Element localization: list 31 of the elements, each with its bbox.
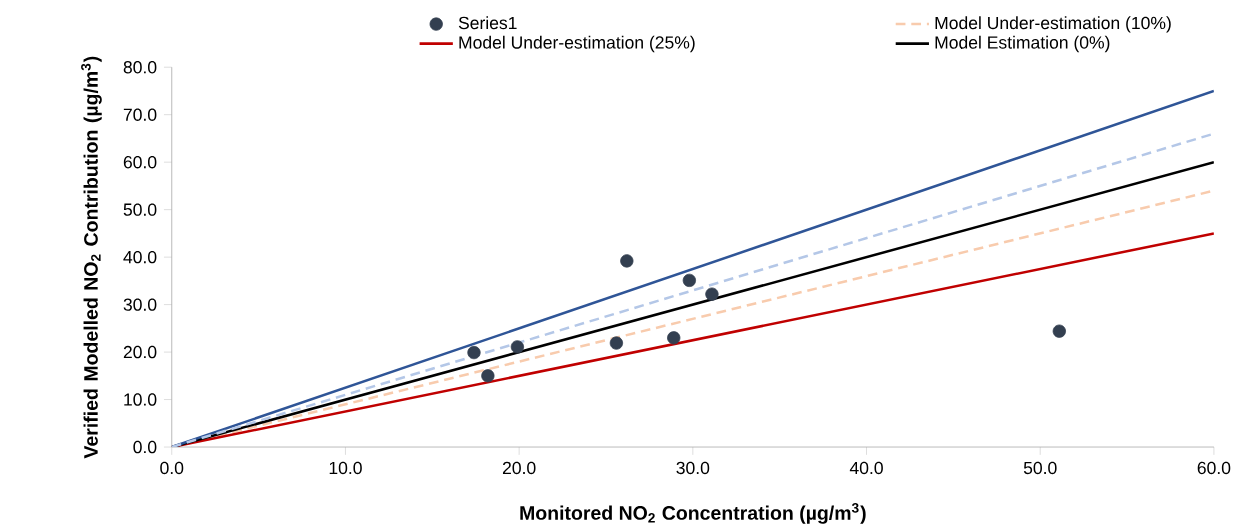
- point: [682, 273, 696, 288]
- y-tick-label: 40.0: [123, 250, 157, 264]
- point: [467, 345, 481, 360]
- y-tick-label: 70.0: [123, 108, 157, 121]
- x-tick-label: 20.0: [502, 461, 536, 475]
- y-axis-title: Verified Modelled NO$_{2}$ Contribution (µg/m$^{3}$): [81, 56, 102, 459]
- y-tick-label: 10.0: [124, 393, 157, 406]
- point: [667, 331, 681, 345]
- point: [510, 340, 525, 354]
- y-tick-label: 50.0: [123, 203, 157, 216]
- legend-label: Model Under-estimation (10%): [935, 16, 1171, 33]
- point: [1052, 324, 1066, 338]
- x-tick-label: 30.0: [676, 461, 710, 475]
- y-tick-label: 0.0: [133, 440, 157, 454]
- y-tick-label: 80.0: [123, 61, 157, 74]
- legend-label: Model Estimation (0%): [935, 35, 1110, 53]
- legend-label: Series1: [458, 16, 517, 30]
- y-tick-label: 20.0: [123, 345, 157, 359]
- x-tick-label: 40.0: [849, 461, 883, 475]
- x-tick-label: 50.0: [1023, 461, 1057, 475]
- point: [609, 336, 624, 350]
- x-tick-label: 60.0: [1197, 461, 1231, 475]
- point: [705, 287, 719, 301]
- point: [481, 369, 495, 383]
- x-tick-label: 10.0: [329, 461, 362, 475]
- point: [620, 254, 634, 268]
- y-tick-label: 60.0: [123, 155, 157, 169]
- x-tick-label: 0.0: [160, 461, 184, 475]
- legend-label: Model Under-estimation (25%): [459, 35, 695, 53]
- x-axis-title: Monitored NO$_{2}$ Concentration (µg/m$^{3}$): [520, 503, 866, 524]
- y-tick-label: 30.0: [123, 298, 157, 311]
